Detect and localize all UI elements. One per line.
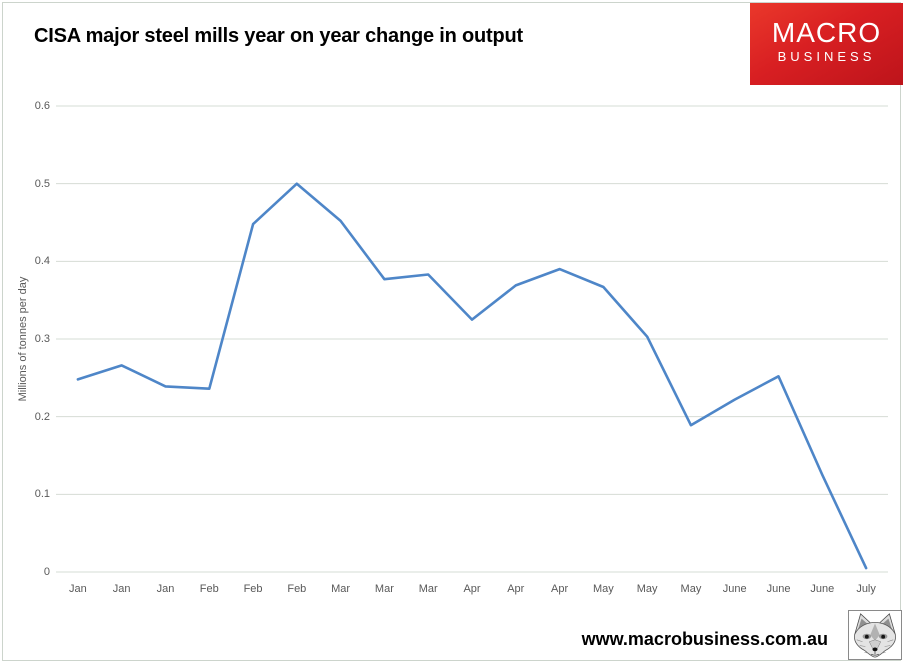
fox-sketch-icon <box>854 613 896 658</box>
x-tick-label: Feb <box>287 583 307 595</box>
fox-logo <box>848 610 902 660</box>
x-tick-label: Feb <box>243 583 263 595</box>
y-axis-title: Millions of tonnes per day <box>17 276 29 402</box>
x-tick-label: June <box>766 583 791 595</box>
x-tick-label: Apr <box>507 583 525 595</box>
x-tick-label: May <box>680 583 702 595</box>
logo-text-business: BUSINESS <box>777 49 876 64</box>
x-tick-label: Jan <box>156 583 175 595</box>
y-tick-label: 0 <box>43 566 50 578</box>
x-tick-label: June <box>810 583 835 595</box>
line-chart-plot <box>56 105 888 573</box>
y-tick-label: 0.6 <box>34 100 50 112</box>
data-series-line <box>76 182 868 570</box>
x-tick-label: July <box>856 583 876 595</box>
x-tick-label: Jan <box>69 583 87 595</box>
chart-title: CISA major steel mills year on year chan… <box>34 25 523 47</box>
x-tick-label: Jan <box>112 583 131 595</box>
logo-text-macro: MACRO <box>771 17 882 48</box>
x-tick-label: Mar <box>331 583 351 595</box>
macrobusiness-logo: MACRO BUSINESS <box>750 3 903 85</box>
x-tick-label: June <box>722 583 747 595</box>
y-tick-label: 0.1 <box>34 488 50 501</box>
website-url: www.macrobusiness.com.au <box>581 629 828 649</box>
x-tick-label: Mar <box>374 583 394 595</box>
x-tick-label: May <box>592 583 614 595</box>
x-tick-label: Apr <box>551 583 569 595</box>
x-tick-label: Feb <box>199 583 219 595</box>
x-tick-label: Apr <box>463 583 481 595</box>
y-tick-label: 0.5 <box>34 177 50 190</box>
x-tick-label: May <box>636 583 658 595</box>
x-tick-label: Mar <box>418 583 438 595</box>
